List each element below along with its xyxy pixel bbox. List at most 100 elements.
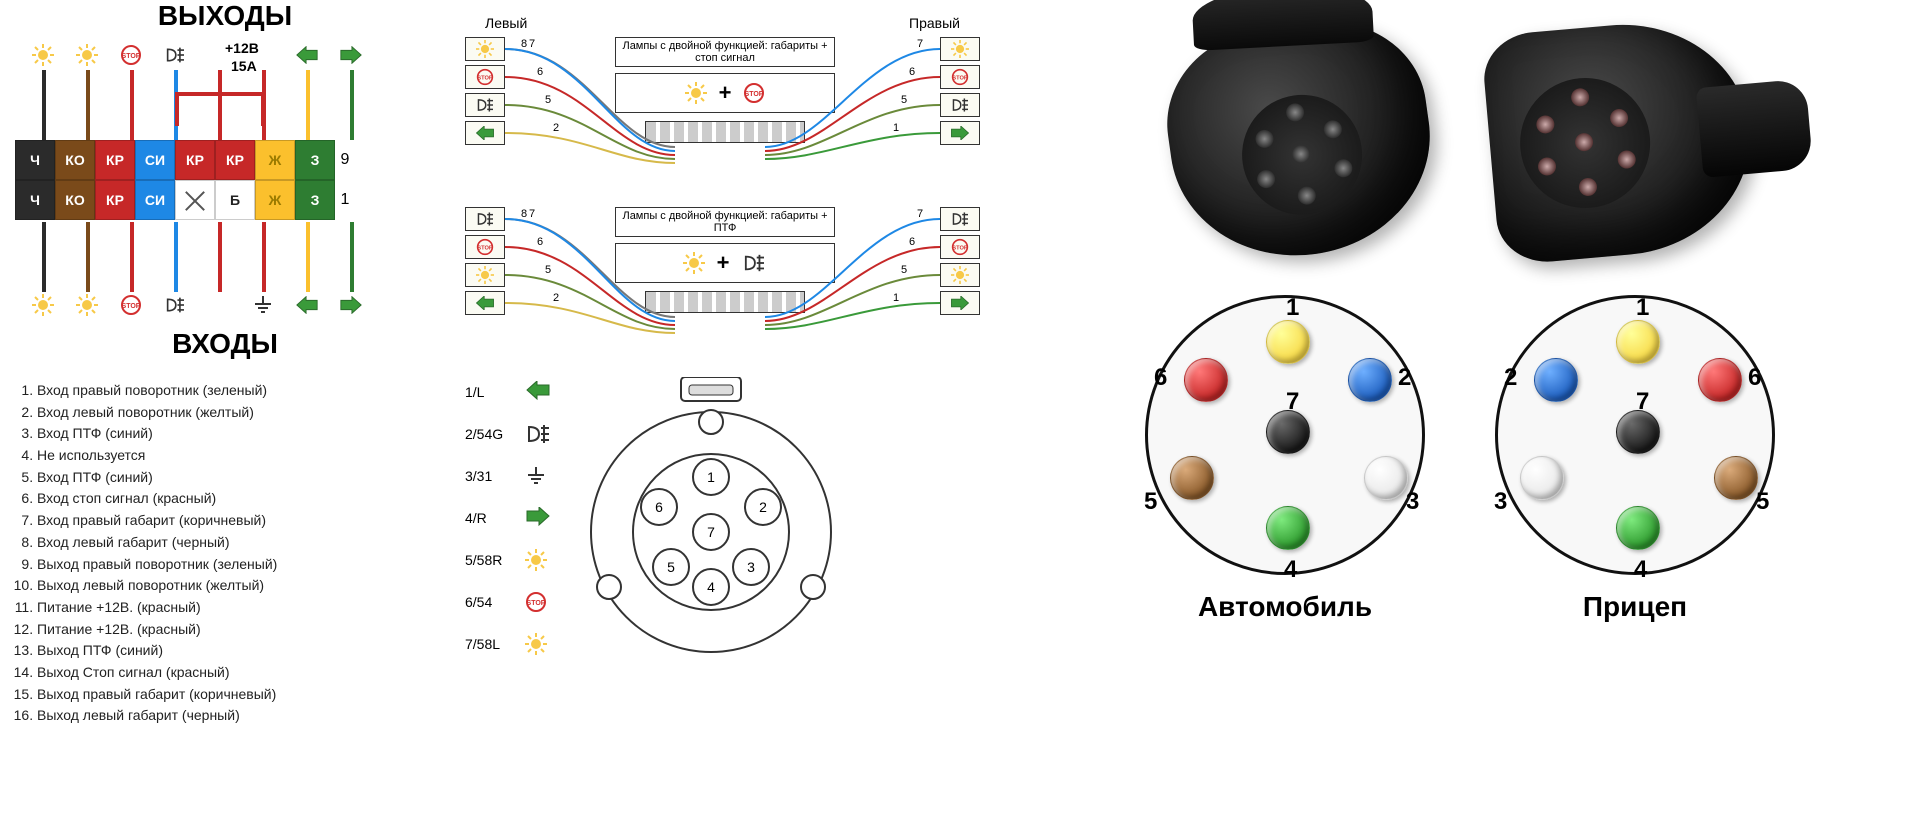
sun-icon (23, 290, 63, 320)
table-row-top: ЧКОКРСИКРКРЖЗ (15, 140, 335, 180)
svg-text:5: 5 (901, 94, 907, 106)
wire-line (350, 222, 354, 292)
lamp-diagram-panel: Левый Правый Лампы с двойной функцией: г… (465, 15, 980, 672)
legend-row: 4/R (465, 503, 551, 533)
pin-dot (1266, 410, 1310, 454)
wire-line (350, 70, 354, 140)
color-cell: Ж (255, 140, 295, 180)
fog-icon (155, 290, 195, 320)
legend-item: Выход левый габарит (черный) (37, 705, 435, 727)
sun-icon (525, 633, 551, 655)
legend-item: Вход правый габарит (коричневый) (37, 510, 435, 532)
arrow-left-icon (287, 40, 327, 70)
stop-icon (111, 40, 151, 70)
connector-photo-panel: 1234567 Автомобиль 1654327 Прицеп (1010, 25, 1910, 623)
wire-line (130, 222, 134, 292)
pin-dot (1170, 456, 1214, 500)
plus-sign: + (717, 250, 730, 276)
connector-strip (645, 121, 805, 143)
wire-line (306, 222, 310, 292)
arrow-left-icon (287, 290, 327, 320)
svg-text:7: 7 (529, 38, 535, 50)
color-cell: Б (215, 180, 255, 220)
svg-text:2: 2 (553, 292, 559, 304)
pin-number: 7 (1636, 388, 1649, 416)
legend-item: Вход ПТФ (синий) (37, 467, 435, 489)
fog-icon (940, 207, 980, 231)
pin-number: 6 (1154, 364, 1167, 392)
pin-dot (1616, 506, 1660, 550)
legend-row: 1/L (465, 377, 551, 407)
arrow-right-icon (525, 507, 551, 529)
arrow-left-icon (465, 291, 505, 315)
row-number-9: 9 (335, 151, 355, 169)
pin-number: 3 (1406, 488, 1419, 516)
legend-row: 2/54G (465, 419, 551, 449)
stop-icon (743, 82, 765, 104)
svg-text:7: 7 (529, 208, 535, 220)
ground-icon (243, 290, 283, 320)
svg-text:6: 6 (909, 66, 915, 78)
legend-row: 5/58R (465, 545, 551, 575)
arrow-right-icon (331, 290, 371, 320)
inputs-title: ВХОДЫ (15, 328, 435, 360)
fuse-wire (175, 92, 265, 126)
pin-dot (1616, 410, 1660, 454)
wire-line (218, 222, 222, 292)
connector-strip (645, 291, 805, 313)
car-label: Автомобиль (1145, 591, 1425, 623)
color-cell: КО (55, 140, 95, 180)
legend-item: Питание +12В. (красный) (37, 597, 435, 619)
wiring-table-panel: ВЫХОДЫ +12В 15A ЧКОКРСИКРКРЖЗ 9 ЧКОКРСИБ… (15, 0, 435, 727)
color-cell: КР (95, 180, 135, 220)
pin-number: 2 (1504, 364, 1517, 392)
pin-dot (1266, 506, 1310, 550)
pin-number: 2 (1398, 364, 1411, 392)
legend-row: 3/31 (465, 461, 551, 491)
pin-code: 6/54 (465, 594, 515, 610)
sun-icon (67, 40, 107, 70)
color-table: ЧКОКРСИКРКРЖЗ 9 ЧКОКРСИБЖЗ 1 (15, 140, 435, 220)
arrow-right-icon (940, 291, 980, 315)
pin-number: 7 (1286, 388, 1299, 416)
pin-code: 3/31 (465, 468, 515, 484)
pin-code: 7/58L (465, 636, 515, 652)
diagram-1: Лампы с двойной функцией: габариты + сто… (465, 37, 980, 197)
pin-dot (1348, 358, 1392, 402)
diagram-2: Лампы с двойной функцией: габариты + ПТФ… (465, 207, 980, 367)
fog-icon (940, 93, 980, 117)
stop-icon (465, 65, 505, 89)
svg-text:7: 7 (917, 38, 923, 50)
svg-text:6: 6 (537, 236, 543, 248)
fog-icon (741, 253, 767, 273)
pin-code: 5/58R (465, 552, 515, 568)
round-connector-diagram: 1624537 (571, 377, 851, 672)
legend-item: Вход левый габарит (черный) (37, 532, 435, 554)
legend-item: Вход правый поворотник (зеленый) (37, 380, 435, 402)
sun-icon (525, 549, 551, 571)
right-label: Правый (909, 15, 960, 31)
pin-dot (1364, 456, 1408, 500)
function-box-1: Лампы с двойной функцией: габариты + сто… (615, 37, 835, 67)
color-cell (175, 180, 215, 220)
legend-item: Выход правый поворотник (зеленый) (37, 554, 435, 576)
sun-icon (940, 37, 980, 61)
legend-row: 7/58L (465, 629, 551, 659)
pin-number: 4 (1284, 556, 1297, 584)
svg-text:3: 3 (747, 559, 755, 575)
wire-line (174, 222, 178, 292)
sun-icon (940, 263, 980, 287)
arrow-left-icon (525, 381, 551, 403)
pin-number: 5 (1144, 488, 1157, 516)
color-cell: З (295, 180, 335, 220)
left-label: Левый (485, 15, 527, 31)
color-cell: КР (215, 140, 255, 180)
pin-number: 4 (1634, 556, 1647, 584)
legend-list: Вход правый поворотник (зеленый) Вход лев… (15, 380, 435, 727)
svg-text:7: 7 (707, 524, 715, 540)
svg-text:2: 2 (553, 122, 559, 134)
fog-icon (465, 93, 505, 117)
sun-icon (685, 82, 707, 104)
svg-text:1: 1 (893, 122, 899, 134)
svg-text:1: 1 (893, 292, 899, 304)
